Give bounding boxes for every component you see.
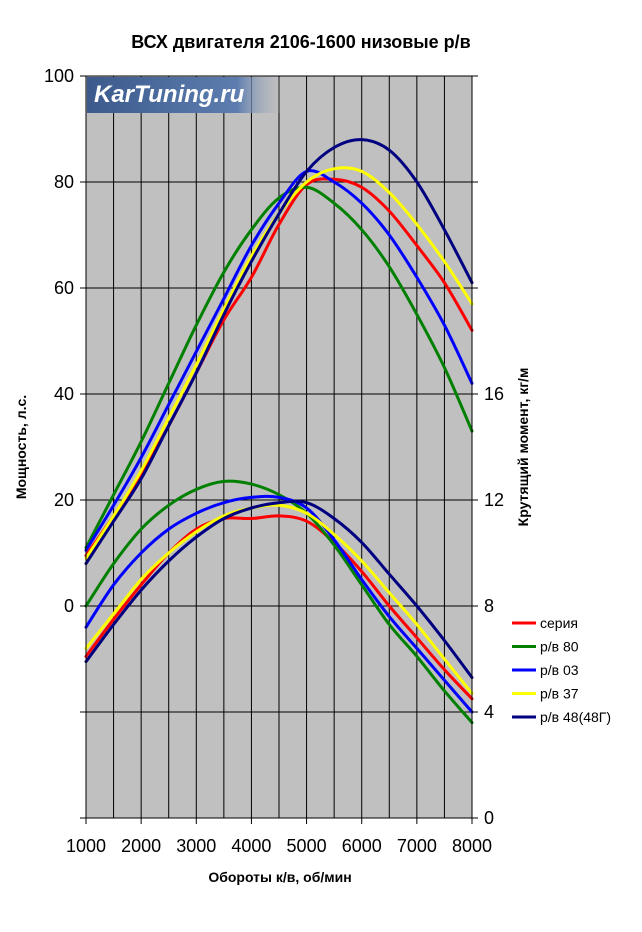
series-line-power-р-в-80 [84,185,474,550]
legend: серия р/в 80 р/в 03 р/в 37 р/в 48(48Г) [512,615,611,725]
x-tick-label: 4000 [231,836,271,856]
gridlines [86,76,472,818]
y2-tick-label: 4 [484,702,494,722]
x-tick-label: 8000 [452,836,492,856]
y-axis-title: Мощность, л.с. [13,395,29,499]
legend-label: р/в 48(48Г) [540,709,611,725]
x-tick-label: 7000 [397,836,437,856]
series-line-torque-р-в-03 [84,494,474,714]
x-tick-label: 2000 [121,836,161,856]
watermark: KarTuning.ru [87,77,287,113]
y-tick-label: 100 [44,66,74,86]
y2-tick-label: 0 [484,808,494,828]
legend-label: р/в 03 [540,662,579,678]
plot-border [85,75,473,819]
legend-label: р/в 80 [540,639,579,655]
y2-tick-label: 16 [484,384,504,404]
series-line-power-серия [84,177,474,558]
y-tick-label: 0 [64,596,74,616]
y2-tick-label: 12 [484,490,504,510]
y-tick-label: 60 [54,278,74,298]
legend-label: серия [540,615,578,631]
y2-axis-title: Крутящий момент, кг/м [515,368,531,527]
x-tick-label: 3000 [176,836,216,856]
legend-label: р/в 37 [540,686,579,702]
series-line-power-р-в-03 [84,169,474,552]
x-tick-label: 1000 [66,836,106,856]
y-tick-label: 40 [54,384,74,404]
x-axis: 1000 2000 3000 4000 5000 6000 7000 8000 [66,818,492,856]
series-layer [84,138,474,725]
series-line-torque-серия [84,514,474,701]
series-line-torque-р-в-80 [84,479,474,725]
watermark-text: KarTuning.ru [94,81,245,108]
y-tick-label: 20 [54,490,74,510]
y-axis-right: 16 12 8 4 0 [472,75,504,828]
x-axis-title: Обороты к/в, об/мин [208,869,351,885]
chart-title: ВСХ двигателя 2106-1600 низовые р/в [131,32,471,52]
series-line-torque-р-в-48-48г- [84,499,474,679]
x-tick-label: 6000 [342,836,382,856]
series-line-power-р-в-48-48г- [84,138,474,566]
y-axis-left: 100 80 60 40 20 0 [44,66,86,819]
x-tick-label: 5000 [287,836,327,856]
y2-tick-label: 8 [484,596,494,616]
y-tick-label: 80 [54,172,74,192]
series-line-torque-р-в-37 [84,503,474,695]
